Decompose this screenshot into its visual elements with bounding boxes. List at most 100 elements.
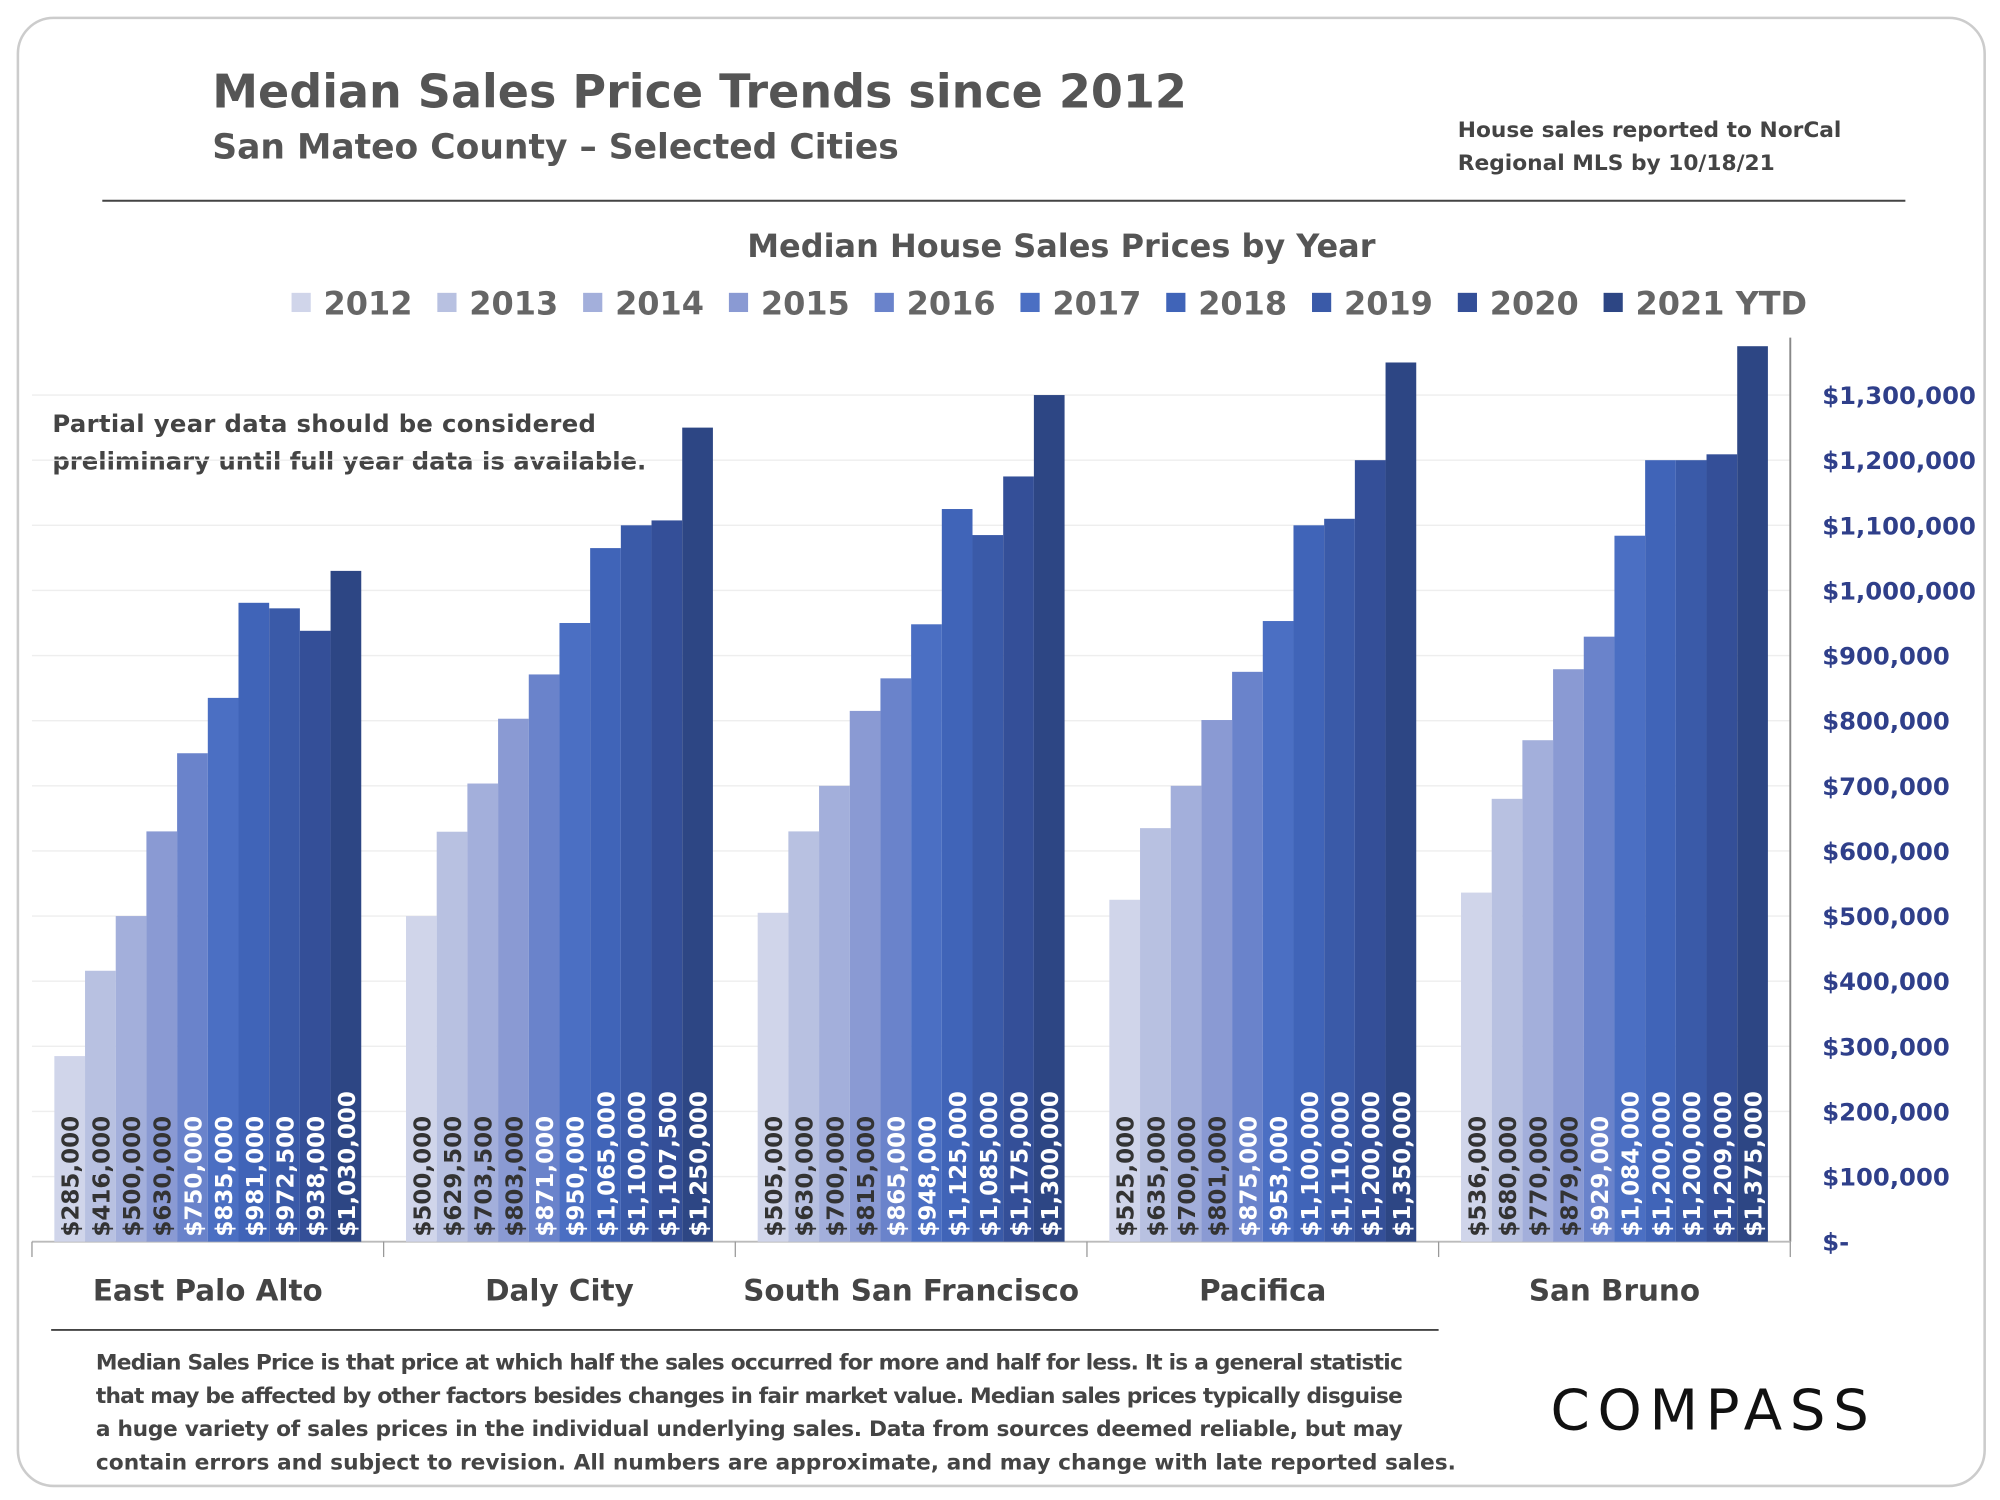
value-label: $416,000 bbox=[89, 1116, 115, 1237]
bar bbox=[436, 831, 468, 1242]
legend-swatch bbox=[1603, 292, 1623, 313]
bar bbox=[115, 916, 147, 1242]
page-subtitle: San Mateo County – Selected Cities bbox=[212, 128, 899, 168]
y-tick-label: $1,000,000 bbox=[1822, 576, 1976, 605]
bar bbox=[299, 630, 331, 1242]
value-label: $1,107,500 bbox=[656, 1091, 682, 1237]
value-label: $1,085,000 bbox=[977, 1091, 1003, 1237]
bar bbox=[682, 427, 713, 1242]
bar bbox=[146, 831, 178, 1242]
bar bbox=[177, 753, 208, 1242]
value-label: $1,125,000 bbox=[946, 1091, 972, 1237]
y-tick-label: $700,000 bbox=[1822, 772, 1950, 801]
legend-swatch bbox=[291, 292, 311, 313]
bar bbox=[1583, 636, 1615, 1242]
bar bbox=[1491, 798, 1523, 1242]
bar bbox=[651, 520, 683, 1242]
bar bbox=[1645, 460, 1676, 1242]
footnote: that may be affected by other factors be… bbox=[96, 1384, 1403, 1409]
value-label: $629,500 bbox=[441, 1116, 467, 1237]
header-note: House sales reported to NorCal bbox=[1458, 118, 1842, 143]
value-label: $1,084,000 bbox=[1619, 1091, 1645, 1237]
header-note: Regional MLS by 10/18/21 bbox=[1458, 151, 1775, 176]
value-label: $953,000 bbox=[1267, 1116, 1293, 1237]
bar bbox=[467, 783, 499, 1242]
value-label: $635,000 bbox=[1144, 1116, 1170, 1237]
value-label: $803,000 bbox=[502, 1116, 528, 1237]
value-label: $770,000 bbox=[1527, 1116, 1553, 1237]
bar bbox=[1675, 460, 1707, 1242]
value-label: $1,200,000 bbox=[1680, 1091, 1706, 1237]
legend-swatch bbox=[874, 292, 894, 313]
value-label: $700,000 bbox=[823, 1116, 849, 1237]
y-tick-label: $300,000 bbox=[1822, 1032, 1950, 1061]
value-label: $700,000 bbox=[1175, 1116, 1201, 1237]
value-label: $1,250,000 bbox=[687, 1091, 713, 1237]
value-label: $938,000 bbox=[304, 1116, 330, 1237]
bar bbox=[1460, 892, 1492, 1242]
bar bbox=[911, 624, 942, 1242]
value-label: $1,175,000 bbox=[1007, 1091, 1033, 1237]
bar bbox=[330, 570, 362, 1242]
bar bbox=[1262, 621, 1294, 1242]
y-tick-label: $400,000 bbox=[1822, 967, 1950, 996]
y-tick-label: $200,000 bbox=[1822, 1097, 1950, 1126]
value-label: $1,350,000 bbox=[1390, 1091, 1416, 1237]
bar bbox=[528, 674, 560, 1242]
legend-label: 2021 YTD bbox=[1636, 285, 1808, 323]
value-label: $929,000 bbox=[1588, 1116, 1614, 1237]
x-tick-label: San Bruno bbox=[1529, 1274, 1700, 1308]
legend-label: 2013 bbox=[469, 285, 558, 323]
brand-logo: COMPASS bbox=[1551, 1379, 1877, 1444]
legend-label: 2012 bbox=[324, 285, 413, 323]
bar bbox=[1706, 454, 1738, 1242]
bar bbox=[406, 916, 437, 1242]
legend-swatch bbox=[1457, 292, 1477, 313]
value-label: $1,375,000 bbox=[1742, 1091, 1768, 1237]
bar bbox=[1614, 535, 1646, 1242]
bar bbox=[620, 525, 652, 1242]
value-label: $630,000 bbox=[151, 1116, 177, 1237]
legend-swatch bbox=[1312, 292, 1332, 313]
value-label: $981,000 bbox=[243, 1116, 269, 1237]
y-tick-label: $1,100,000 bbox=[1822, 511, 1976, 540]
legend-label: 2017 bbox=[1052, 285, 1141, 323]
legend-swatch bbox=[1166, 292, 1186, 313]
value-label: $875,000 bbox=[1236, 1116, 1262, 1237]
value-label: $703,500 bbox=[472, 1116, 498, 1237]
bar bbox=[269, 608, 300, 1242]
legend-label: 2019 bbox=[1344, 285, 1433, 323]
x-tick-label: South San Francisco bbox=[743, 1274, 1079, 1308]
value-label: $505,000 bbox=[762, 1116, 788, 1237]
bar bbox=[1109, 899, 1141, 1242]
value-label: $950,000 bbox=[564, 1116, 590, 1237]
value-label: $1,209,000 bbox=[1711, 1091, 1737, 1237]
value-label: $801,000 bbox=[1206, 1116, 1232, 1237]
bar bbox=[238, 602, 270, 1242]
y-tick-label: $800,000 bbox=[1822, 707, 1950, 736]
bar bbox=[941, 509, 973, 1242]
bar bbox=[880, 678, 912, 1242]
value-label: $525,000 bbox=[1114, 1116, 1140, 1237]
legend-label: 2020 bbox=[1490, 285, 1579, 323]
y-tick-label: $1,300,000 bbox=[1822, 381, 1976, 410]
bar bbox=[559, 622, 591, 1242]
value-label: $879,000 bbox=[1557, 1116, 1583, 1237]
legend-swatch bbox=[437, 292, 457, 313]
y-tick-label: $100,000 bbox=[1822, 1163, 1950, 1192]
bar bbox=[1170, 785, 1202, 1242]
bar bbox=[1385, 362, 1417, 1242]
bar bbox=[1201, 720, 1233, 1242]
value-label: $871,000 bbox=[533, 1116, 559, 1237]
bar bbox=[788, 831, 820, 1242]
bar bbox=[1003, 476, 1034, 1242]
value-label: $815,000 bbox=[854, 1116, 880, 1237]
y-tick-label: $500,000 bbox=[1822, 902, 1950, 931]
bar bbox=[1737, 346, 1768, 1242]
bar bbox=[54, 1056, 86, 1242]
bar bbox=[1354, 460, 1386, 1242]
value-label: $500,000 bbox=[120, 1116, 146, 1237]
value-label: $835,000 bbox=[212, 1116, 238, 1237]
y-tick-label: $600,000 bbox=[1822, 837, 1950, 866]
